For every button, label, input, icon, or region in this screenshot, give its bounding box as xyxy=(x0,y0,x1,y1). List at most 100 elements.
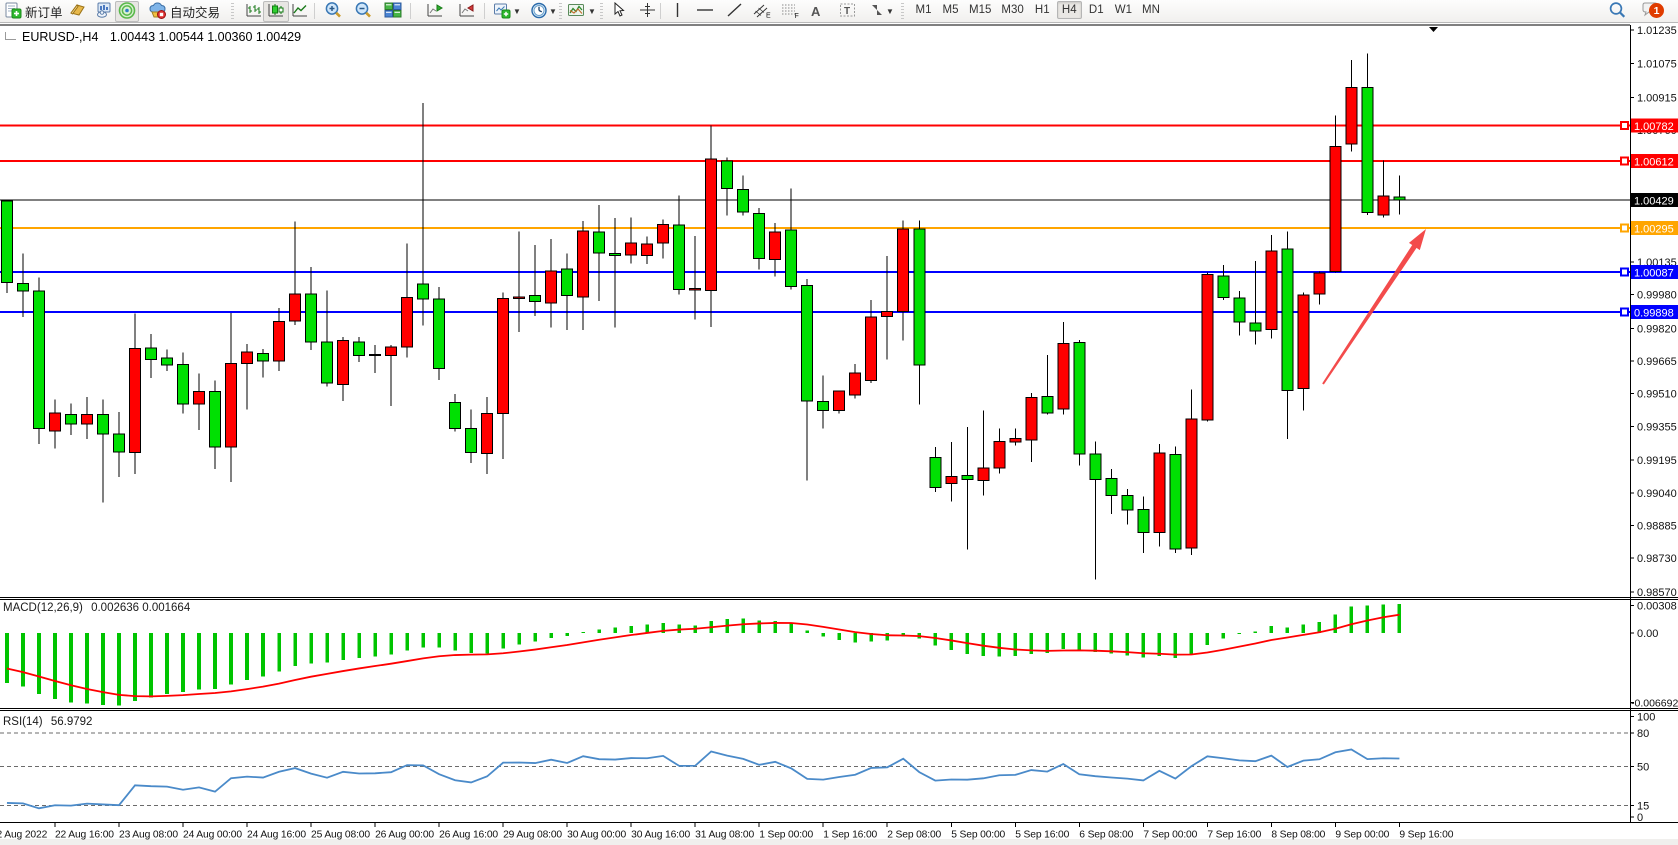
hline-resistance-badge[interactable] xyxy=(1631,154,1678,169)
candle-body-bear xyxy=(1169,454,1182,550)
macd-histogram-bar xyxy=(565,633,569,637)
trend-arrow-annotation[interactable] xyxy=(1322,229,1426,385)
macd-histogram-bar xyxy=(85,633,89,704)
new-chart-icon xyxy=(493,2,512,22)
hline-resistance-badge[interactable] xyxy=(1631,118,1678,133)
macd-histogram-bar xyxy=(1093,633,1098,652)
macd-histogram-bar xyxy=(437,633,441,648)
candle-body-bear xyxy=(1105,477,1118,497)
line-chart-icon xyxy=(290,2,310,22)
candle-body-bull xyxy=(225,362,238,448)
hline-marker[interactable] xyxy=(1620,267,1629,277)
toolbar-separator xyxy=(314,3,315,19)
cursor-button[interactable] xyxy=(608,1,629,22)
macd-histogram-bar xyxy=(581,631,585,634)
new-order-button[interactable]: 新订单 xyxy=(2,1,66,22)
new-chart-button[interactable]: ▼ xyxy=(490,1,526,22)
zoom-out-icon xyxy=(354,1,373,22)
trendline-button[interactable] xyxy=(723,1,746,22)
candle-body-bull xyxy=(1009,437,1022,443)
hline-marker[interactable] xyxy=(1620,307,1629,317)
timeframe-M30[interactable]: M30 xyxy=(1001,4,1024,16)
tile-windows-icon xyxy=(384,2,402,21)
candle-body-bull xyxy=(337,339,350,385)
timeframe-M1[interactable]: M1 xyxy=(915,4,932,16)
candle-body-bear xyxy=(817,401,830,412)
fibonacci-button[interactable]: F xyxy=(777,1,803,22)
macd-histogram-bar xyxy=(5,633,9,684)
macd-histogram-bar xyxy=(245,633,249,681)
timeframe-H1[interactable]: H1 xyxy=(1034,4,1050,16)
timeframe-W1[interactable]: W1 xyxy=(1114,4,1132,16)
crosshair-button[interactable] xyxy=(636,1,659,22)
toolbar-separator xyxy=(484,3,485,19)
search-button[interactable] xyxy=(1605,1,1630,22)
history-button[interactable] xyxy=(66,1,90,22)
candle-body-bull xyxy=(1153,452,1166,533)
macd-histogram-bar xyxy=(405,633,409,651)
timeframe-MN[interactable]: MN xyxy=(1142,4,1160,16)
candle-body-bear xyxy=(721,160,734,189)
macd-histogram-bar xyxy=(645,624,649,634)
time-tick-label: 5 Sep 00:00 xyxy=(951,830,1005,841)
candle-body-bull xyxy=(513,296,526,300)
dropdown-arrow-icon: ▼ xyxy=(886,7,894,16)
timeframe-M5[interactable]: M5 xyxy=(942,4,959,16)
macd-histogram-bar xyxy=(789,623,794,634)
arrows-button[interactable]: ▼ xyxy=(866,1,899,22)
chart-shift-button[interactable] xyxy=(422,1,448,22)
macd-histogram-bar xyxy=(533,633,537,642)
text-button[interactable]: A xyxy=(808,1,823,22)
bid-price-badge[interactable] xyxy=(1631,192,1678,207)
bar-chart-button[interactable] xyxy=(241,1,267,22)
market-watch-button[interactable] xyxy=(92,1,116,22)
candle-body-bear xyxy=(561,268,574,297)
candlestick-button[interactable] xyxy=(263,1,289,22)
period-button[interactable]: ▼ xyxy=(527,1,562,22)
tile-windows-button[interactable] xyxy=(381,1,405,22)
chart-canvas[interactable]: 1.012351.010751.009151.007601.006001.004… xyxy=(0,24,1678,845)
hline-marker[interactable] xyxy=(1620,120,1629,130)
zoom-out-button[interactable] xyxy=(351,1,376,22)
chart-shift-marker[interactable] xyxy=(1429,27,1438,32)
zoom-in-button[interactable] xyxy=(321,1,346,22)
fibonacci-icon: F xyxy=(780,2,800,22)
hline-marker[interactable] xyxy=(1620,223,1629,233)
time-tick-label: 9 Sep 00:00 xyxy=(1335,830,1389,841)
candle-body-bull xyxy=(129,348,142,453)
autotrading-button[interactable]: 自动交易 xyxy=(145,1,223,22)
hline-pivot-badge[interactable] xyxy=(1631,221,1678,236)
text-label-button[interactable]: T xyxy=(836,1,859,22)
hline-support-badge[interactable] xyxy=(1631,304,1678,319)
hline-marker[interactable] xyxy=(1620,156,1629,166)
signals-button[interactable] xyxy=(115,1,139,22)
vline-button[interactable] xyxy=(668,1,687,22)
macd-histogram-bar xyxy=(837,633,842,641)
hline-button[interactable] xyxy=(693,1,717,22)
chat-button[interactable]: 1 xyxy=(1638,1,1672,22)
search-icon xyxy=(1608,1,1627,22)
candle-body-bear xyxy=(1393,196,1406,201)
candle-body-bull xyxy=(545,270,558,304)
timeframe-H4[interactable]: H4 xyxy=(1056,1,1082,19)
macd-histogram-bar xyxy=(1205,633,1210,645)
price-tick-label: 0.98570 xyxy=(1637,587,1677,599)
timeframe-M15[interactable]: M15 xyxy=(969,4,992,16)
candle-body-bull xyxy=(993,440,1006,469)
candle-body-bull xyxy=(705,158,718,292)
hline-support-badge[interactable] xyxy=(1631,264,1678,279)
indicators-button[interactable]: ▼ xyxy=(564,1,601,22)
line-chart-button[interactable] xyxy=(287,1,313,22)
channel-button[interactable]: E xyxy=(749,1,775,22)
candle-body-bull xyxy=(1329,145,1342,273)
timeframe-D1[interactable]: D1 xyxy=(1088,4,1104,16)
candle-body-bear xyxy=(417,283,430,300)
time-tick-label: 1 Sep 00:00 xyxy=(759,830,813,841)
auto-scroll-button[interactable] xyxy=(454,1,480,22)
macd-histogram-bar xyxy=(133,633,137,702)
macd-axis-label: 0.00308 xyxy=(1637,601,1677,613)
horizontal-line-icon xyxy=(696,2,714,21)
macd-signal-line xyxy=(6,613,1400,698)
hline-support-badge-label: 0.99898 xyxy=(1634,307,1674,319)
candle-body-bear xyxy=(593,231,606,254)
